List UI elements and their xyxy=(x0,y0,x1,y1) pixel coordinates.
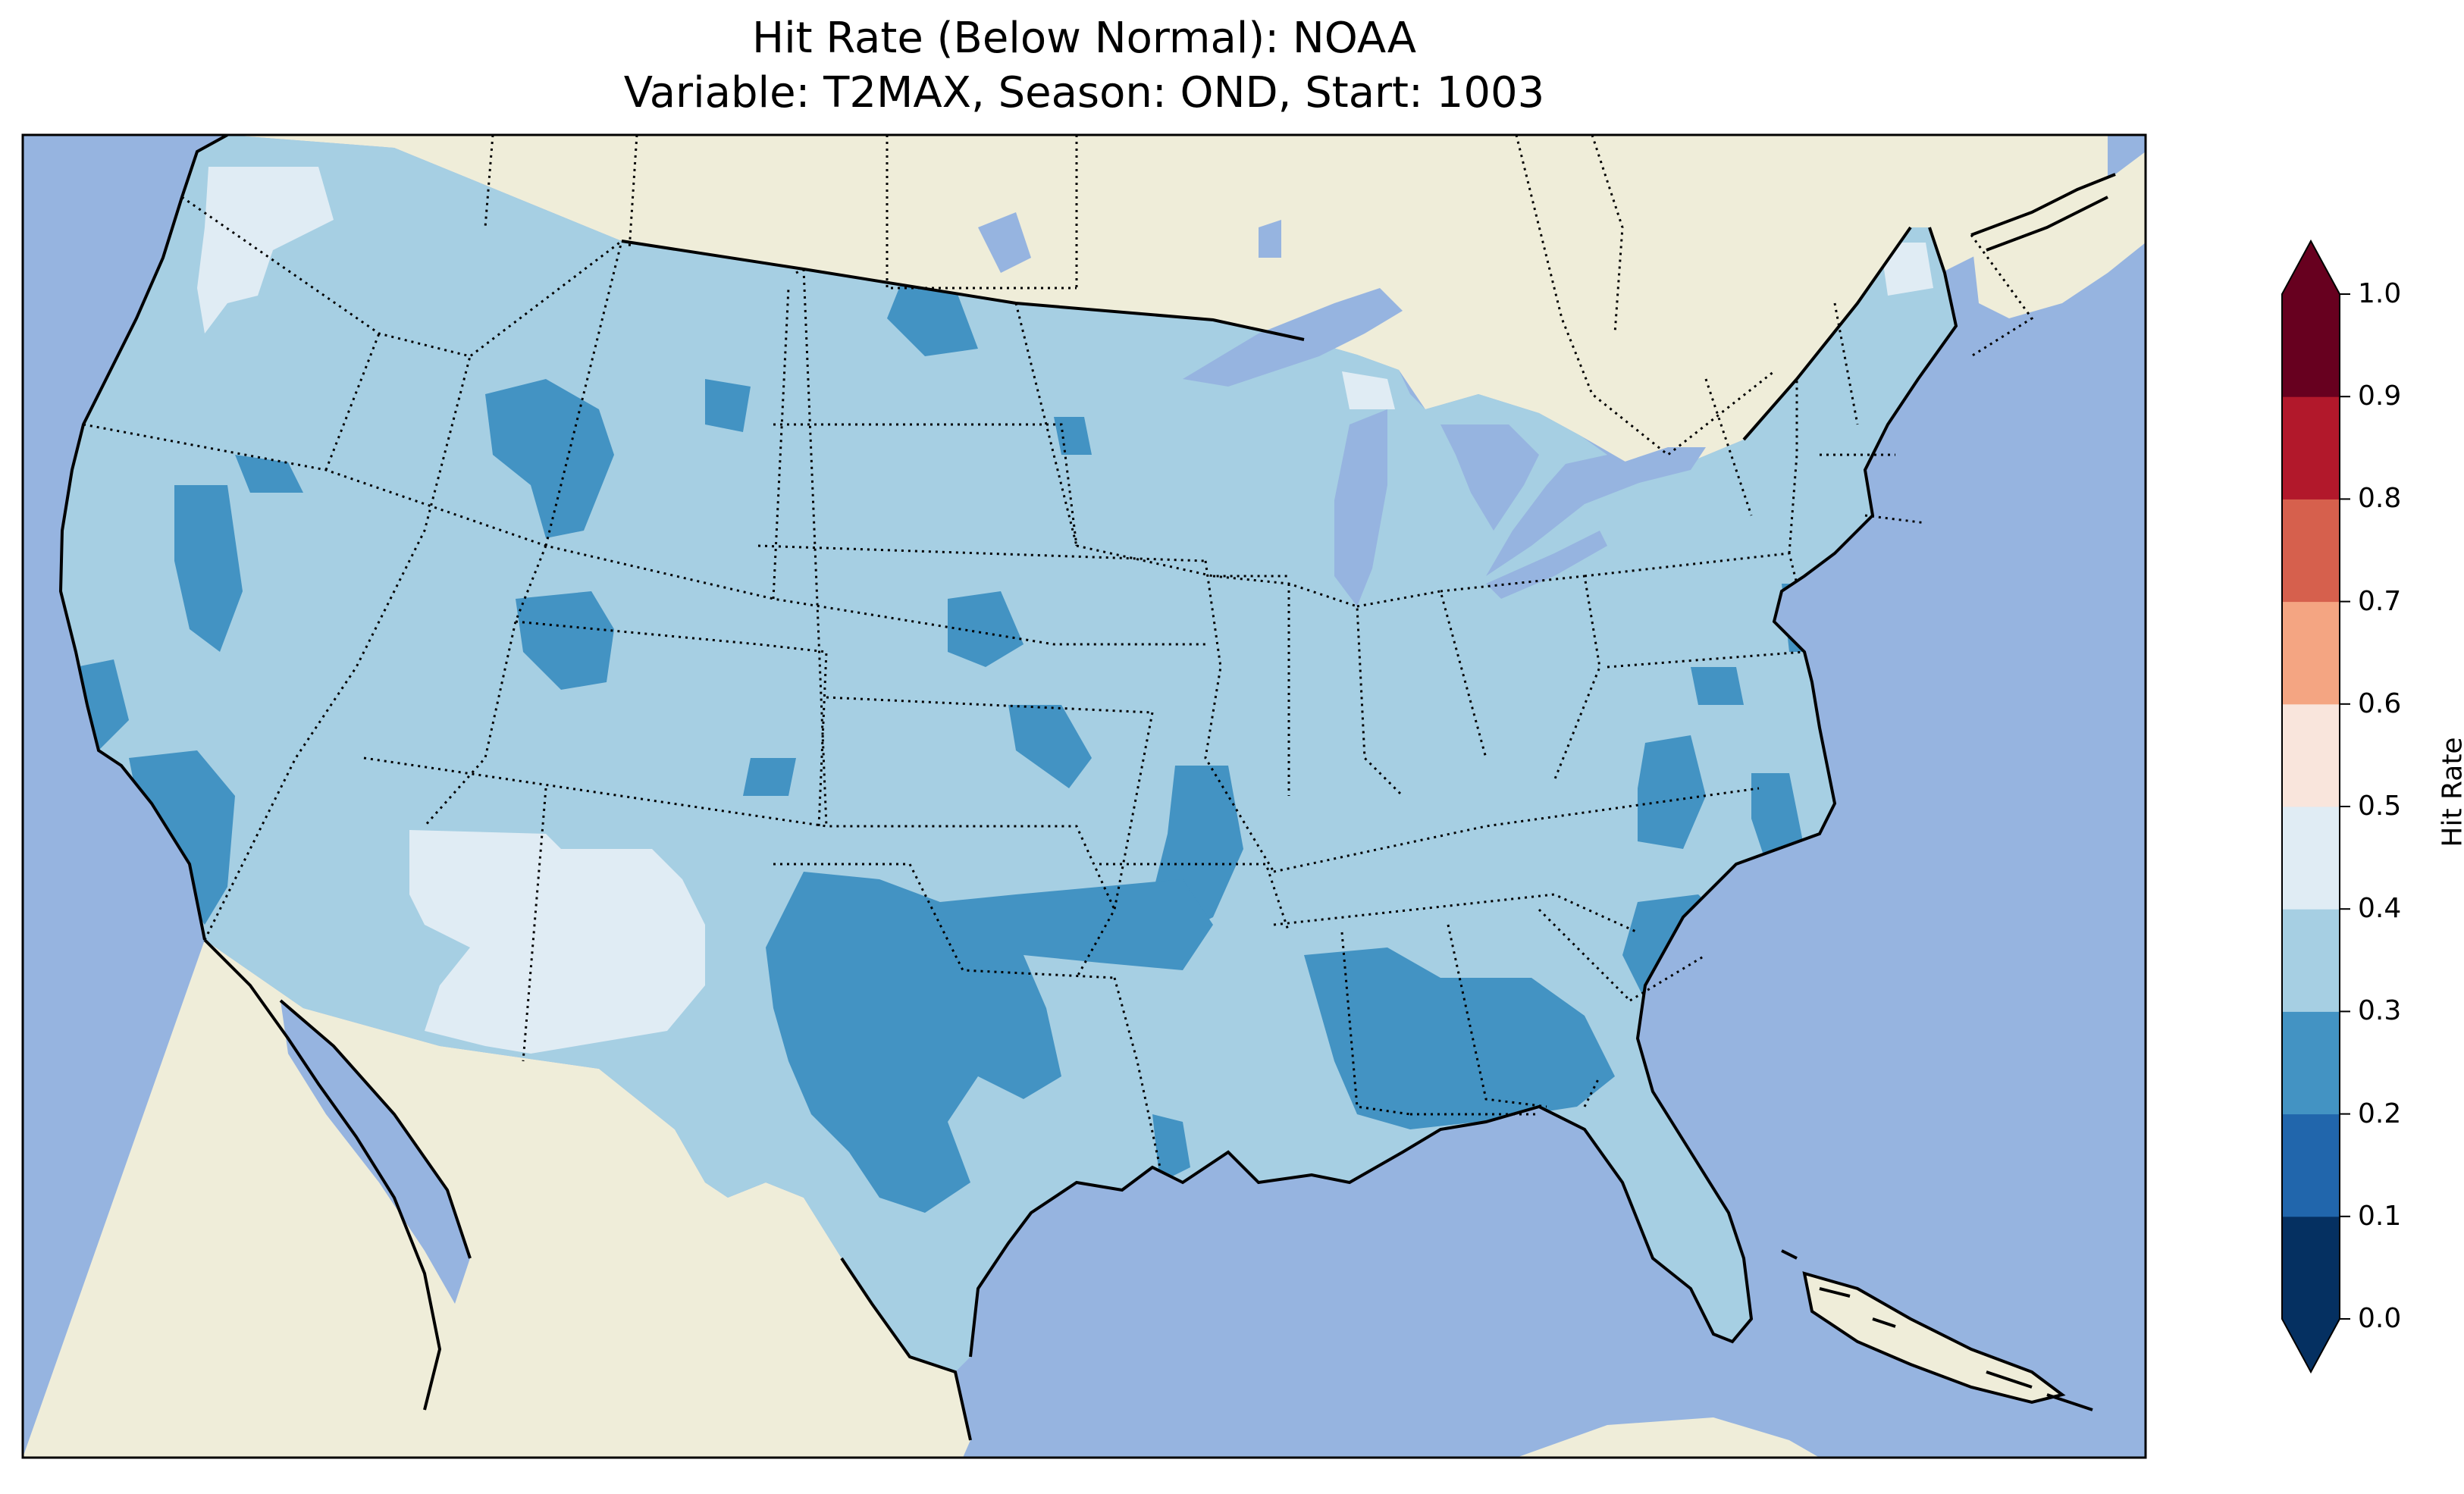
colorbar-extend-min xyxy=(2282,1319,2340,1372)
patch-nc-coast xyxy=(1751,773,1804,864)
colorbar-tick-label: 0.2 xyxy=(2358,1098,2402,1129)
patch-texas-oklahoma xyxy=(766,872,1213,1213)
colorbar-bin-0.8-0.9 xyxy=(2282,396,2340,500)
colorbar-bin-0.6-0.7 xyxy=(2282,601,2340,705)
map-frame xyxy=(21,133,2147,1459)
colorbar-bin-0.7-0.8 xyxy=(2282,499,2340,603)
patch-colorado-nw xyxy=(516,591,614,690)
colorbar-bin-0.1-0.2 xyxy=(2282,1113,2340,1217)
colorbar xyxy=(2281,239,2350,1374)
state-borders xyxy=(83,196,1926,1168)
map-panel xyxy=(23,135,2146,1458)
lake-erie xyxy=(1486,531,1607,599)
patch-montana xyxy=(705,379,751,432)
cuba xyxy=(1802,1271,2066,1405)
colorbar-bin-0.4-0.5 xyxy=(2282,807,2340,910)
patch-maryland xyxy=(1691,667,1744,705)
patch-pnw-high xyxy=(197,167,334,334)
maritimes-land xyxy=(1971,152,2146,318)
patch-southwest-high xyxy=(409,830,705,1054)
caribbean-islands xyxy=(1781,1249,2093,1411)
colorbar-tick-label: 0.7 xyxy=(2358,585,2402,617)
yucatan xyxy=(1516,1417,1820,1458)
baja-land xyxy=(205,940,440,1410)
canada-land xyxy=(182,135,2108,478)
figure-subtitle: Variable: T2MAX, Season: OND, Start: 100… xyxy=(623,68,1545,117)
lake-ontario xyxy=(1600,447,1706,485)
patch-louisiana xyxy=(1152,1114,1190,1182)
colorbar-bin-0.0-0.1 xyxy=(2282,1216,2340,1320)
patch-socal xyxy=(129,750,235,925)
patch-ks-w xyxy=(743,758,796,796)
colorbar-tick-label: 0.4 xyxy=(2358,893,2402,925)
figure-title: Hit Rate (Below Normal): NOAA xyxy=(751,14,1417,63)
colorbar-bin-0.9-1.0 xyxy=(2282,294,2340,397)
patch-greatlakes-high xyxy=(1342,371,1395,409)
canada-lake-1 xyxy=(978,212,1031,273)
lake-huron xyxy=(1440,424,1539,531)
colorbar-tick-label: 1.0 xyxy=(2358,278,2402,309)
hit-rate-patches xyxy=(76,167,1933,1213)
patch-or xyxy=(235,455,303,493)
gulf-of-california xyxy=(281,1001,470,1304)
patch-kansas xyxy=(1008,705,1092,788)
patch-wyoming-north xyxy=(485,379,614,538)
colorbar-tick-label: 0.9 xyxy=(2358,381,2402,412)
colorbar-bin-0.2-0.3 xyxy=(2282,1011,2340,1115)
patch-nd xyxy=(887,280,978,356)
colorbar-tick-label: 0.8 xyxy=(2358,483,2402,515)
colorbar-extend-max xyxy=(2282,241,2340,294)
colorbar-tick-label: 0.0 xyxy=(2358,1303,2402,1334)
mexico-coast xyxy=(203,938,972,1441)
province-borders xyxy=(484,135,2034,456)
patch-maine-high xyxy=(1880,243,1933,296)
patch-deep-south xyxy=(1304,947,1615,1129)
patch-nebraska xyxy=(948,591,1024,667)
colorbar-tick-label: 0.1 xyxy=(2358,1200,2402,1232)
colorbar-bin-0.5-0.6 xyxy=(2282,703,2340,807)
patch-ca-north xyxy=(174,485,243,652)
colorbar-tick-label: 0.5 xyxy=(2358,791,2402,822)
colorbar-tick-label: 0.6 xyxy=(2358,687,2402,719)
colorbar-tick-label: 0.3 xyxy=(2358,995,2402,1027)
lake-michigan xyxy=(1334,409,1387,606)
colorbar-label: Hit Rate xyxy=(2437,737,2464,847)
colorbar-bin-0.3-0.4 xyxy=(2282,909,2340,1012)
canada-lake-2 xyxy=(1259,220,1281,258)
patch-virginia-carolina xyxy=(1638,735,1706,849)
